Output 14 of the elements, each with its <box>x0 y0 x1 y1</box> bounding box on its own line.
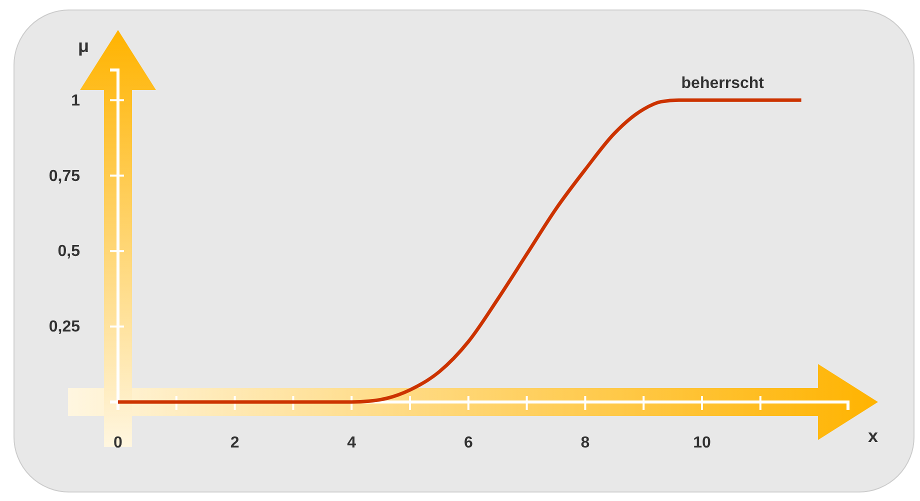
y-tick-label: 1 <box>71 92 80 110</box>
series-label: beherrscht <box>681 75 765 92</box>
x-tick-label: 8 <box>580 434 590 452</box>
y-tick-label: 0,75 <box>48 168 80 185</box>
x-tick-label: 0 <box>114 434 123 452</box>
x-tick-label: 10 <box>693 434 711 452</box>
x-tick-label: 4 <box>347 434 356 452</box>
x-tick-label: 6 <box>464 434 473 452</box>
line-series <box>116 98 804 404</box>
y-axis-title: μ <box>78 36 90 56</box>
y-tick-label: 0,5 <box>58 243 80 260</box>
x-axis-title: x <box>868 426 878 446</box>
y-tick-label: 0,25 <box>48 318 80 336</box>
x-tick-label: 2 <box>230 434 240 452</box>
